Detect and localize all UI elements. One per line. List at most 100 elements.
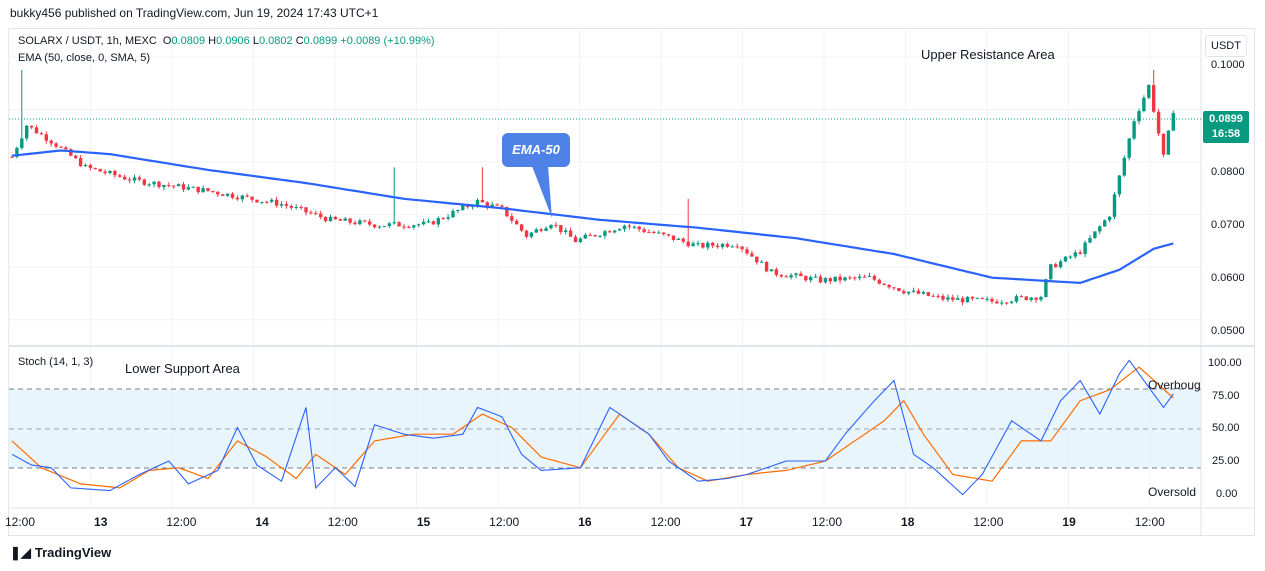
candle-body bbox=[113, 170, 117, 176]
candle-body bbox=[446, 217, 450, 219]
candle-body bbox=[64, 147, 68, 150]
symbol-legend[interactable]: SOLARX / USDT, 1h, MEXC O0.0809 H0.0906 … bbox=[18, 35, 435, 47]
candle-body bbox=[1142, 97, 1146, 112]
candle-body bbox=[20, 138, 24, 148]
time-label: 12:00 bbox=[5, 515, 35, 529]
candle-body bbox=[485, 202, 489, 207]
candle-body bbox=[157, 181, 161, 188]
candle-body bbox=[794, 273, 798, 276]
high-value: 0.0906 bbox=[216, 35, 250, 47]
candle-body bbox=[1068, 256, 1073, 258]
candle-body bbox=[69, 149, 73, 156]
candle-body bbox=[338, 219, 342, 221]
stoch-legend[interactable]: Stoch (14, 1, 3) bbox=[18, 356, 94, 368]
candle-body bbox=[49, 140, 53, 144]
candle-body bbox=[510, 216, 514, 221]
candle-body bbox=[98, 168, 102, 172]
ema-legend[interactable]: EMA (50, close, 0, SMA, 5) bbox=[18, 52, 151, 64]
candle-body bbox=[500, 205, 504, 207]
candle-body bbox=[652, 231, 656, 234]
candle-body bbox=[441, 218, 445, 220]
candle-body bbox=[162, 185, 166, 188]
overbought-label: Overbought bbox=[1148, 378, 1201, 392]
close-value: 0.0899 bbox=[303, 35, 338, 47]
candle-body bbox=[568, 230, 573, 237]
candle-body bbox=[417, 224, 421, 226]
low-value: 0.0802 bbox=[258, 35, 293, 47]
brand-name: TradingView bbox=[34, 545, 112, 560]
candle-body bbox=[382, 226, 387, 228]
candle-body bbox=[392, 222, 396, 224]
candle-body bbox=[15, 147, 19, 157]
candle-body bbox=[387, 223, 391, 227]
stoch-tick: 75.00 bbox=[1212, 390, 1240, 402]
candle-body bbox=[823, 278, 828, 283]
candle-body bbox=[647, 231, 651, 233]
candle-body bbox=[872, 275, 877, 280]
candle-body bbox=[1063, 256, 1068, 262]
candle-body bbox=[813, 276, 818, 278]
candle-body bbox=[230, 193, 235, 198]
candle-body bbox=[882, 283, 886, 285]
candle-body bbox=[255, 199, 259, 203]
candle-body bbox=[593, 235, 597, 237]
candle-body bbox=[323, 217, 328, 222]
time-label: 12:00 bbox=[973, 515, 1003, 529]
candle-body bbox=[965, 296, 970, 303]
candle-body bbox=[1088, 238, 1092, 243]
candle-body bbox=[990, 298, 994, 302]
candle-body bbox=[270, 199, 274, 202]
candle-body bbox=[907, 291, 911, 294]
candle-body bbox=[1009, 301, 1014, 303]
candle-body bbox=[1166, 130, 1171, 155]
tradingview-branding[interactable]: ❚◢ TradingView bbox=[10, 545, 111, 561]
candle-body bbox=[206, 188, 210, 191]
candle-body bbox=[760, 261, 764, 263]
candle-body bbox=[358, 220, 362, 225]
candle-body bbox=[260, 201, 264, 203]
ema-50-callout: EMA-50 bbox=[502, 133, 570, 167]
candle-body bbox=[54, 143, 58, 147]
candle-body bbox=[1112, 194, 1117, 217]
candle-body bbox=[39, 133, 44, 135]
candle-body bbox=[294, 207, 298, 209]
candle-body bbox=[554, 225, 558, 227]
last-price-value: 0.0899 bbox=[1209, 113, 1243, 125]
candle-body bbox=[1044, 279, 1048, 297]
candle-body bbox=[946, 297, 950, 300]
candle-body bbox=[181, 184, 186, 190]
time-label: 12:00 bbox=[328, 515, 358, 529]
candle-body bbox=[779, 274, 783, 277]
candle-body bbox=[995, 301, 999, 304]
candle-body bbox=[1147, 85, 1151, 98]
time-label: 19 bbox=[1062, 515, 1076, 529]
candle-body bbox=[451, 210, 455, 218]
candle-body bbox=[103, 171, 107, 174]
candle-body bbox=[186, 187, 191, 190]
candle-body bbox=[461, 205, 465, 210]
candle-body bbox=[505, 206, 509, 217]
candle-body bbox=[838, 276, 842, 281]
candle-body bbox=[1029, 297, 1033, 301]
candle-body bbox=[774, 269, 779, 275]
candle-body bbox=[676, 238, 681, 240]
candle-body bbox=[407, 226, 411, 228]
candle-body bbox=[725, 243, 730, 247]
candle-body bbox=[853, 277, 857, 279]
time-label: 16 bbox=[578, 515, 592, 529]
candle-body bbox=[735, 246, 739, 248]
candle-body bbox=[671, 235, 676, 240]
stoch-tick: 100.00 bbox=[1208, 357, 1242, 369]
candle-body bbox=[534, 229, 538, 233]
candle-body bbox=[1034, 297, 1038, 300]
currency-selector[interactable]: USDT bbox=[1205, 35, 1247, 57]
candle-body bbox=[804, 276, 808, 281]
lower-support-label: Lower Support Area bbox=[125, 361, 240, 376]
candle-body bbox=[666, 234, 671, 236]
candle-body bbox=[529, 232, 534, 237]
candle-body bbox=[799, 273, 803, 277]
candle-body bbox=[10, 156, 14, 158]
candle-body bbox=[314, 213, 318, 215]
candle-body bbox=[769, 269, 774, 272]
